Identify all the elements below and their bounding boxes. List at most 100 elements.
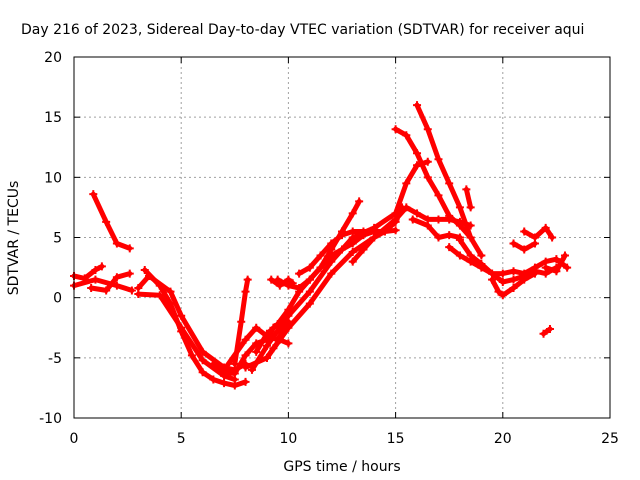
data-point: [348, 227, 357, 236]
data-point: [230, 369, 239, 378]
data-point: [398, 203, 407, 212]
data-point: [155, 281, 164, 290]
series-track-7: [140, 265, 250, 390]
data-point: [91, 265, 100, 274]
series-track-22: [462, 185, 475, 212]
data-point: [498, 269, 507, 278]
data-point: [548, 233, 557, 242]
data-point: [370, 233, 379, 242]
data-point: [477, 259, 486, 268]
data-point: [262, 353, 271, 362]
series-line: [268, 277, 296, 289]
y-axis-label: SDTVAR / TECUs: [6, 181, 22, 296]
data-point: [230, 381, 239, 390]
data-point: [275, 281, 284, 290]
y-tick-label: 5: [53, 231, 62, 247]
series-line: [489, 271, 538, 298]
data-point: [262, 341, 271, 350]
y-tick-label: -10: [39, 411, 62, 427]
data-point: [269, 344, 278, 353]
series-line: [275, 229, 377, 291]
data-point: [462, 185, 471, 194]
data-point: [423, 125, 432, 134]
data-point: [402, 131, 411, 140]
data-point: [541, 223, 550, 232]
x-tick-label: 25: [601, 431, 619, 447]
x-tick-label: 5: [177, 431, 186, 447]
data-point: [445, 211, 454, 220]
data-point: [455, 221, 464, 230]
x-tick-label: 10: [279, 431, 297, 447]
data-point: [112, 281, 121, 290]
data-point: [434, 191, 443, 200]
data-point: [413, 149, 422, 158]
series-line: [393, 126, 474, 240]
data-point: [380, 227, 389, 236]
data-point: [275, 335, 284, 344]
data-point: [445, 179, 454, 188]
data-point: [166, 287, 175, 296]
data-point: [125, 244, 134, 253]
data-point: [97, 262, 106, 271]
data-point: [466, 251, 475, 260]
data-point: [552, 267, 561, 276]
x-axis-label: GPS time / hours: [283, 459, 400, 475]
series-line: [232, 277, 251, 367]
series-track-13: [252, 197, 364, 356]
data-point: [413, 209, 422, 218]
series-line: [142, 267, 248, 388]
data-point: [284, 323, 293, 332]
series-line: [350, 204, 405, 265]
data-point: [127, 286, 136, 295]
grid-lines: [74, 57, 610, 418]
data-point: [112, 273, 121, 282]
data-point: [563, 263, 572, 272]
data-point: [520, 275, 529, 284]
data-point: [455, 251, 464, 260]
series-track-26: [520, 223, 557, 242]
data-point: [359, 227, 368, 236]
data-point: [209, 359, 218, 368]
x-tick-label: 20: [494, 431, 512, 447]
data-point: [498, 278, 507, 287]
data-point: [252, 323, 261, 332]
data-point: [267, 275, 276, 284]
data-point: [391, 217, 400, 226]
data-point: [102, 286, 111, 295]
series-line: [296, 227, 399, 277]
series-track-18: [348, 203, 407, 266]
series-line: [521, 225, 555, 240]
data-point: [273, 320, 282, 329]
data-point: [241, 363, 250, 372]
y-tick-label: 0: [53, 291, 62, 307]
data-point: [140, 265, 149, 274]
axis-ticks: 0 5 10 15 20 25 -10 -5 0 5 10 15 20: [39, 50, 619, 447]
series-track-1: [70, 262, 106, 283]
data-point: [359, 245, 368, 254]
x-tick-label: 0: [70, 431, 79, 447]
series-track-20: [413, 101, 486, 260]
data-point: [509, 284, 518, 293]
data-point: [348, 239, 357, 248]
data-point: [177, 311, 186, 320]
data-point: [445, 243, 454, 252]
data-point: [247, 365, 256, 374]
data-point: [125, 269, 134, 278]
data-point: [288, 279, 297, 288]
series-track-19: [391, 125, 475, 242]
series-track-3: [87, 269, 134, 295]
data-point: [455, 235, 464, 244]
data-point: [305, 299, 314, 308]
data-point: [541, 263, 550, 272]
y-tick-label: -5: [48, 351, 62, 367]
data-point: [102, 217, 111, 226]
data-point: [494, 287, 503, 296]
data-point: [252, 347, 261, 356]
data-point: [338, 231, 346, 240]
series-line: [457, 237, 559, 285]
series-track-25: [488, 269, 539, 300]
data-point: [348, 209, 357, 218]
data-point: [284, 275, 293, 284]
data-point: [305, 263, 314, 272]
